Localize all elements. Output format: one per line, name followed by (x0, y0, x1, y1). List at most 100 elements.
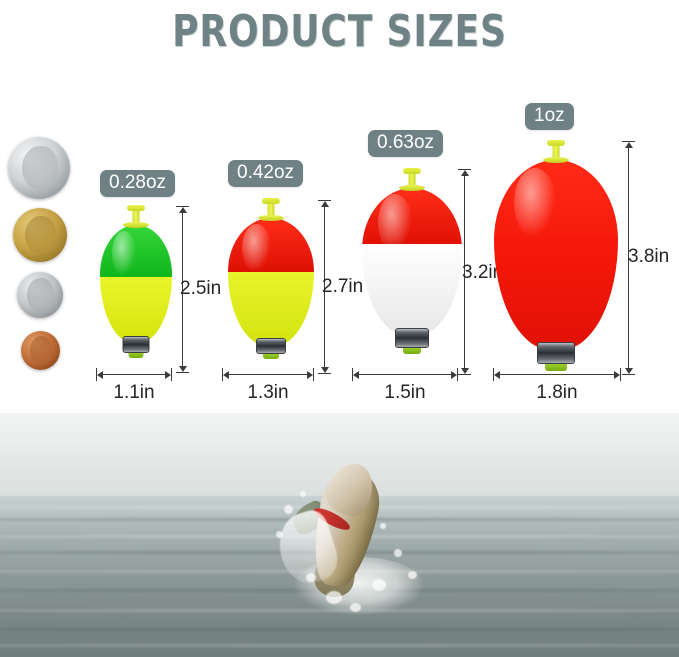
float-top-half (100, 225, 172, 277)
dimension-cap-left (493, 368, 494, 381)
float-foot (128, 352, 144, 358)
width-dimension-line-float-063 (352, 368, 458, 381)
splash-droplet (326, 591, 342, 604)
weight-badge-float-028: 0.28oz (100, 170, 176, 197)
height-label-float-042: 2.7in (322, 276, 364, 297)
float-body (362, 188, 462, 336)
coin-portrait (29, 336, 53, 365)
height-dimension-line-float-042 (318, 200, 331, 374)
width-dimension-line-float-028 (96, 368, 172, 381)
dimension-line (628, 145, 629, 371)
float-body (228, 218, 314, 346)
stem-cap-icon (262, 198, 280, 204)
product-image-float-063 (362, 168, 462, 360)
float-foot (263, 353, 279, 359)
arrow-right-icon (614, 370, 620, 379)
width-label-float-063: 1.5in (384, 382, 426, 403)
arrow-up-icon (624, 142, 633, 148)
stem-cap-icon (127, 205, 145, 211)
float-foot (545, 363, 567, 371)
product-image-float-028 (100, 205, 172, 358)
dimension-cap-top (458, 169, 471, 170)
dimension-cap-top (176, 206, 189, 207)
nickel-coin (17, 272, 63, 318)
dimension-line (464, 173, 465, 371)
stem-collar (399, 185, 425, 191)
dimension-cap-right (620, 368, 621, 381)
stem-cap-icon (403, 168, 421, 174)
arrow-right-icon (451, 370, 457, 379)
stem-shaft (267, 203, 275, 216)
arrow-up-icon (460, 170, 469, 176)
stem-collar (258, 215, 284, 221)
stem-shaft (132, 210, 140, 223)
product-image-float-042 (228, 198, 314, 359)
dimension-cap-left (222, 368, 223, 381)
splash-droplet (306, 573, 316, 582)
float-top-half (228, 218, 314, 272)
dimension-line (324, 204, 325, 370)
metal-weight-collar (122, 336, 150, 353)
height-label-float-028: 2.5in (180, 278, 222, 299)
width-label-float-028: 1.1in (113, 382, 155, 403)
dimension-line (497, 374, 617, 375)
splash-droplet (372, 579, 386, 591)
penny-coin (21, 331, 60, 370)
splash-droplet (394, 549, 402, 557)
splash-droplet (300, 491, 306, 497)
arrow-left-icon (494, 370, 500, 379)
arrow-down-icon (178, 366, 187, 372)
product-sizes-panel: PRODUCT SIZES 0.28oz (8, 6, 670, 403)
float-bottom-half (362, 244, 462, 336)
float-body (100, 225, 172, 343)
height-dimension-line-float-1oz (622, 141, 635, 375)
width-dimension-line-float-042 (222, 368, 314, 381)
width-label-float-042: 1.3in (247, 382, 289, 403)
width-label-float-1oz: 1.8in (536, 382, 578, 403)
dimension-cap-right (313, 368, 314, 381)
dimension-line (226, 374, 310, 375)
height-label-float-063: 3.2in (462, 262, 504, 283)
splash-droplet (284, 505, 293, 514)
stem-cap-icon (547, 140, 565, 146)
coin-portrait (24, 215, 57, 255)
float-bottom-half (494, 255, 618, 350)
coin-portrait (27, 278, 54, 312)
float-top-half (494, 160, 618, 255)
arrow-left-icon (353, 370, 359, 379)
splash-droplet (408, 571, 417, 579)
dimension-line (100, 374, 168, 375)
metal-weight-collar (256, 338, 286, 354)
arrow-down-icon (320, 367, 329, 373)
dimension-cap-top (622, 141, 635, 142)
fish-figure (270, 457, 426, 621)
stem-shaft (552, 145, 560, 158)
arrow-right-icon (307, 370, 313, 379)
stem-collar (543, 157, 569, 163)
weight-badge-float-063: 0.63oz (368, 130, 444, 157)
float-foot (403, 347, 421, 354)
arrow-left-icon (97, 370, 103, 379)
dimension-cap-bottom (622, 374, 635, 375)
fish-jumping-photo (0, 413, 679, 657)
water-ripple (0, 627, 679, 631)
dimension-cap-bottom (318, 373, 331, 374)
dimension-cap-left (96, 368, 97, 381)
splash-droplet (380, 523, 386, 529)
metal-weight-collar (395, 328, 429, 348)
metal-weight-collar (537, 342, 575, 364)
half-dollar-coin (8, 137, 70, 199)
arrow-down-icon (460, 368, 469, 374)
splash-droplet (276, 531, 283, 538)
height-dimension-line-float-063 (458, 169, 471, 375)
arrow-up-icon (178, 207, 187, 213)
arrow-up-icon (320, 201, 329, 207)
float-top-half (362, 188, 462, 245)
arrow-right-icon (165, 370, 171, 379)
float-bottom-half (100, 276, 172, 343)
dimension-cap-right (457, 368, 458, 381)
dimension-line (356, 374, 454, 375)
stem-collar (123, 222, 149, 228)
dimension-cap-right (171, 368, 172, 381)
